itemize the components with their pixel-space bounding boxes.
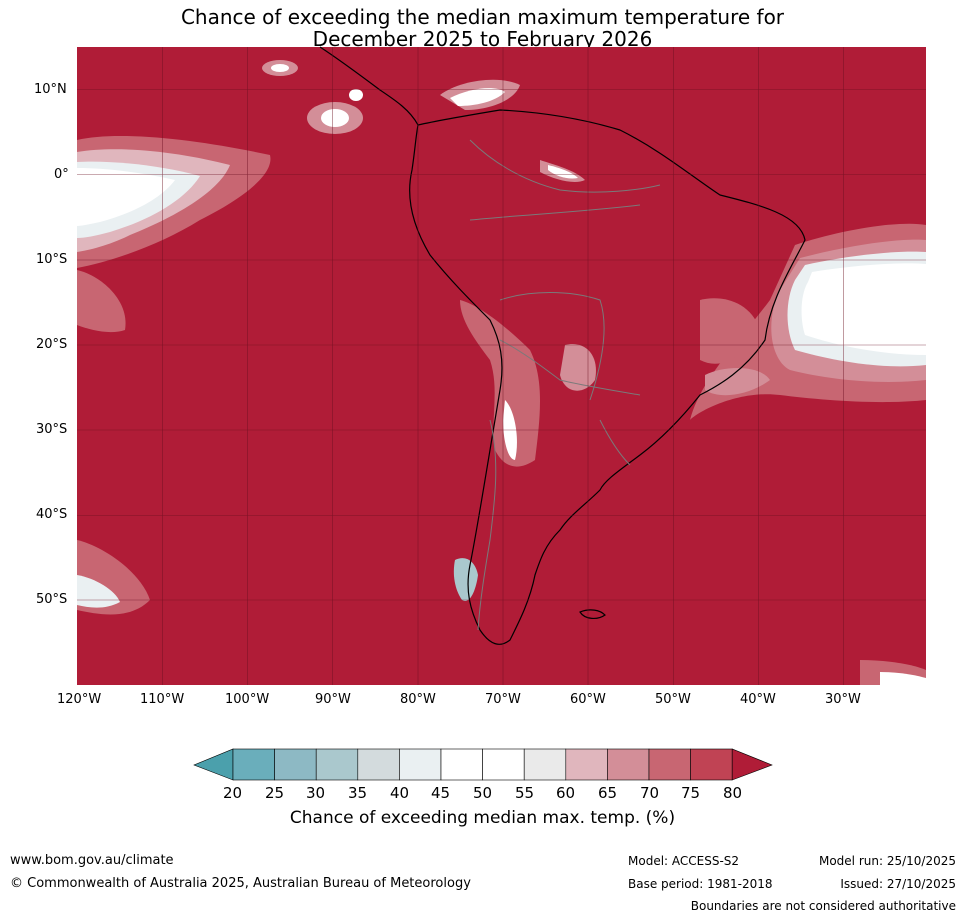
colorbar-segment-25-30 [274, 748, 317, 781]
footer-base-period: Base period: 1981-2018 [628, 877, 773, 891]
colorbar-tick-35: 35 [348, 784, 368, 802]
lat-label-30s: 30°S [36, 422, 68, 437]
colorbar-segment-40-45 [399, 748, 442, 781]
lat-label-50s: 50°S [36, 592, 68, 607]
colorbar-segment-65-70 [607, 748, 650, 781]
lat-label-20s: 20°S [36, 337, 68, 352]
lon-label-60w: 60°W [570, 692, 606, 707]
colorbar-tick-80: 80 [723, 784, 743, 802]
footer-model-run: Model run: 25/10/2025 [818, 854, 956, 868]
colorbar-tick-55: 55 [515, 784, 535, 802]
colorbar-tick-75: 75 [681, 784, 701, 802]
lon-label-90w: 90°W [315, 692, 351, 707]
colorbar-segment-50-55 [482, 748, 525, 781]
lon-label-70w: 70°W [485, 692, 521, 707]
lon-label-40w: 40°W [740, 692, 776, 707]
coastline-central-america [319, 46, 419, 126]
lat-label-10s: 10°S [36, 252, 68, 267]
patch-andes [460, 300, 540, 467]
colorbar-low-extension [193, 748, 234, 781]
lon-label-30w: 30°W [825, 692, 861, 707]
footer-issued: Issued: 27/10/2025 [840, 877, 956, 891]
colorbar-segment-60-65 [565, 748, 608, 781]
colorbar-label: Chance of exceeding median max. temp. (%… [289, 808, 676, 828]
lat-label-0: 0° [54, 167, 69, 182]
patch-patagonia [453, 558, 478, 601]
colorbar-tick-65: 65 [598, 784, 618, 802]
chart-title-line1: Chance of exceeding the median maximum t… [180, 5, 785, 29]
colorbar-segment-70-75 [648, 748, 691, 781]
footer-website-link[interactable]: www.bom.gov.au/climate [10, 853, 174, 868]
lon-label-50w: 50°W [655, 692, 691, 707]
patch-equatorial-pacific-white [77, 168, 175, 226]
colorbar-tick-60: 60 [556, 784, 576, 802]
colorbar-tick-70: 70 [640, 784, 660, 802]
colorbar-segment-20-25 [232, 748, 275, 781]
footer-disclaimer: Boundaries are not considered authoritat… [690, 899, 956, 913]
lat-label-10n: 10°N [34, 82, 67, 97]
colorbar [193, 748, 773, 781]
colorbar-tick-30: 30 [306, 784, 326, 802]
lon-label-120w: 120°W [57, 692, 102, 707]
chart-title-line2: December 2025 to February 2026 [312, 27, 653, 51]
colorbar-segment-55-60 [523, 748, 567, 781]
lon-label-110w: 110°W [140, 692, 185, 707]
lon-label-80w: 80°W [400, 692, 436, 707]
footer-copyright: © Commonwealth of Australia 2025, Austra… [10, 876, 471, 891]
lon-label-100w: 100°W [225, 692, 270, 707]
colorbar-segment-30-35 [315, 748, 359, 781]
colorbar-segment-35-40 [357, 748, 400, 781]
colorbar-tick-25: 25 [265, 784, 285, 802]
colorbar-tick-45: 45 [431, 784, 451, 802]
colorbar-tick-20: 20 [223, 784, 243, 802]
colorbar-tick-40: 40 [390, 784, 410, 802]
colorbar-high-extension [731, 748, 773, 781]
coastline-south-america [409, 109, 806, 645]
probability-patches [77, 60, 926, 685]
graticule [77, 47, 926, 685]
falkland-islands [579, 609, 606, 619]
colorbar-segment-45-50 [440, 748, 483, 781]
colorbar-tick-50: 50 [473, 784, 493, 802]
lat-label-40s: 40°S [36, 507, 68, 522]
colorbar-segment-75-80 [690, 748, 733, 781]
footer-model: Model: ACCESS-S2 [628, 854, 740, 868]
